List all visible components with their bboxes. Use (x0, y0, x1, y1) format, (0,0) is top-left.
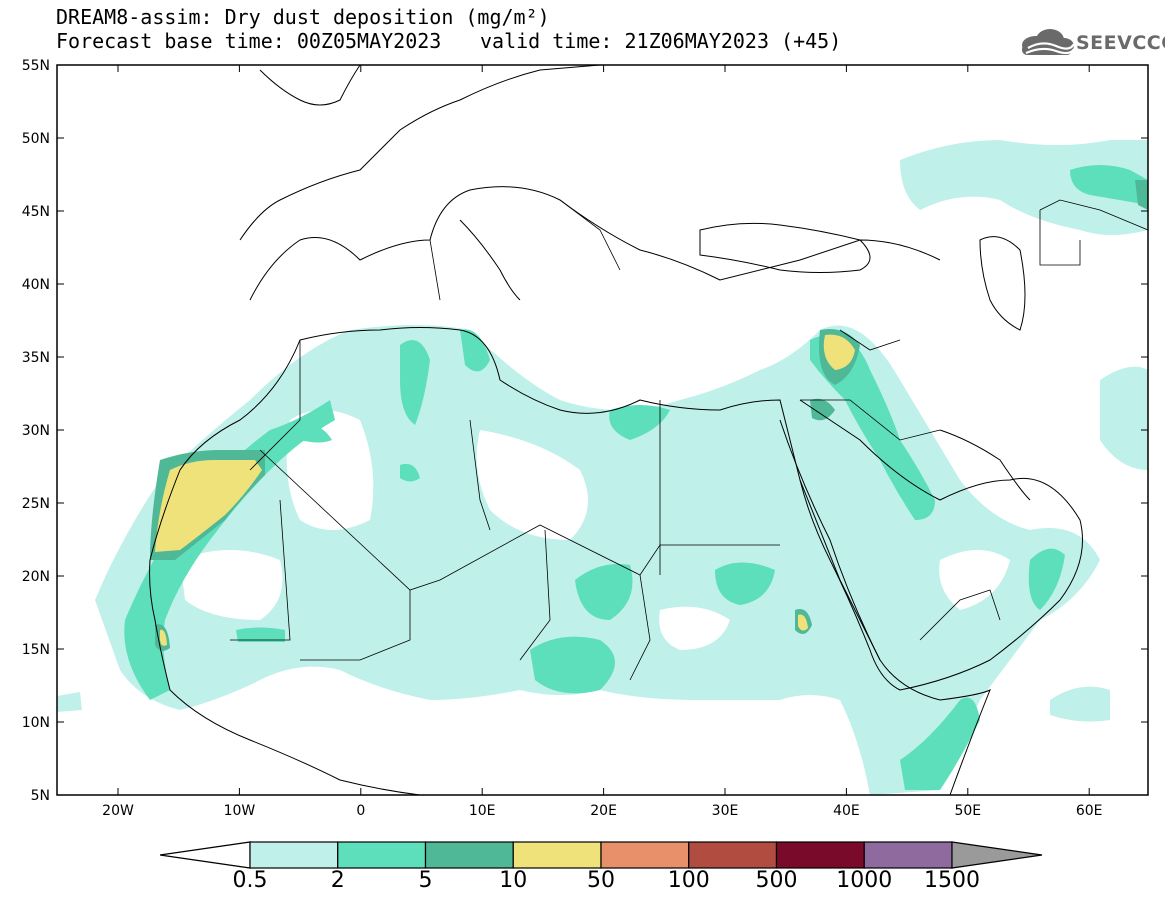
colorbar-label: 10 (499, 868, 528, 893)
dust-high-areas (155, 334, 855, 646)
lon-tick-label: 20W (102, 803, 134, 819)
map-plot-area (56, 64, 1149, 796)
lon-tick-label: 50E (954, 803, 981, 819)
dust-free-areas (180, 410, 1010, 650)
lon-tick-label: 0 (356, 803, 365, 819)
lon-tick-label: 10E (469, 803, 496, 819)
lat-tick-label: 30N (22, 423, 50, 439)
lon-tick-label: 20E (590, 803, 617, 819)
colorbar-box (775, 841, 865, 869)
lat-tick-label: 5N (31, 788, 50, 804)
colorbar-box (512, 841, 602, 869)
lat-tick-label: 10N (22, 715, 50, 731)
cloud-icon (1022, 29, 1075, 55)
colorbar-box (424, 841, 514, 869)
borders (230, 199, 1149, 681)
lon-tick-label: 40E (833, 803, 860, 819)
lat-tick-label: 40N (22, 277, 50, 293)
colorbar-box (688, 841, 778, 869)
lat-tick-label: 50N (22, 131, 50, 147)
colorbar-label: 5 (418, 868, 433, 893)
colorbar-high-arrow (951, 841, 1043, 869)
colorbar-box (337, 841, 427, 869)
colorbar-label: 1000 (836, 868, 893, 893)
lat-tick-label: 45N (22, 204, 50, 220)
logo-text: SEEVCCC (1076, 32, 1165, 54)
colorbar-box (249, 841, 339, 869)
colorbar-box (863, 841, 953, 869)
colorbar-label: 500 (755, 868, 798, 893)
valid-time: valid time: 21Z06MAY2023 (+45) (480, 29, 842, 53)
colorbar-label: 0.5 (232, 868, 268, 893)
colorbar-boxes (249, 841, 953, 869)
lon-tick-label: 60E (1076, 803, 1103, 819)
colorbar-low-arrow (160, 841, 251, 869)
lat-tick-label: 25N (22, 496, 50, 512)
lat-tick-label: 15N (22, 642, 50, 658)
forecast-base-time: Forecast base time: 00Z05MAY2023 (56, 29, 442, 53)
lat-tick-label: 20N (22, 569, 50, 585)
colorbar (160, 841, 1043, 869)
map-title: DREAM8-assim: Dry dust deposition (mg/m²… (56, 5, 550, 29)
latitude-axis: 55N 50N 45N 40N 35N 30N 25N 20N 15N 10N 5N (22, 58, 1148, 804)
lon-tick-label: 10W (224, 803, 256, 819)
colorbar-label: 50 (587, 868, 615, 893)
lon-tick-label: 30E (712, 803, 739, 819)
colorbar-label: 2 (330, 868, 345, 893)
lat-tick-label: 55N (22, 58, 50, 74)
colorbar-label: 1500 (924, 868, 980, 893)
longitude-axis: 20W 10W 0 10E 20E 30E 40E 50E 60E (102, 65, 1103, 819)
lat-tick-label: 35N (22, 350, 50, 366)
colorbar-box (600, 841, 690, 869)
colorbar-label: 100 (667, 868, 710, 893)
